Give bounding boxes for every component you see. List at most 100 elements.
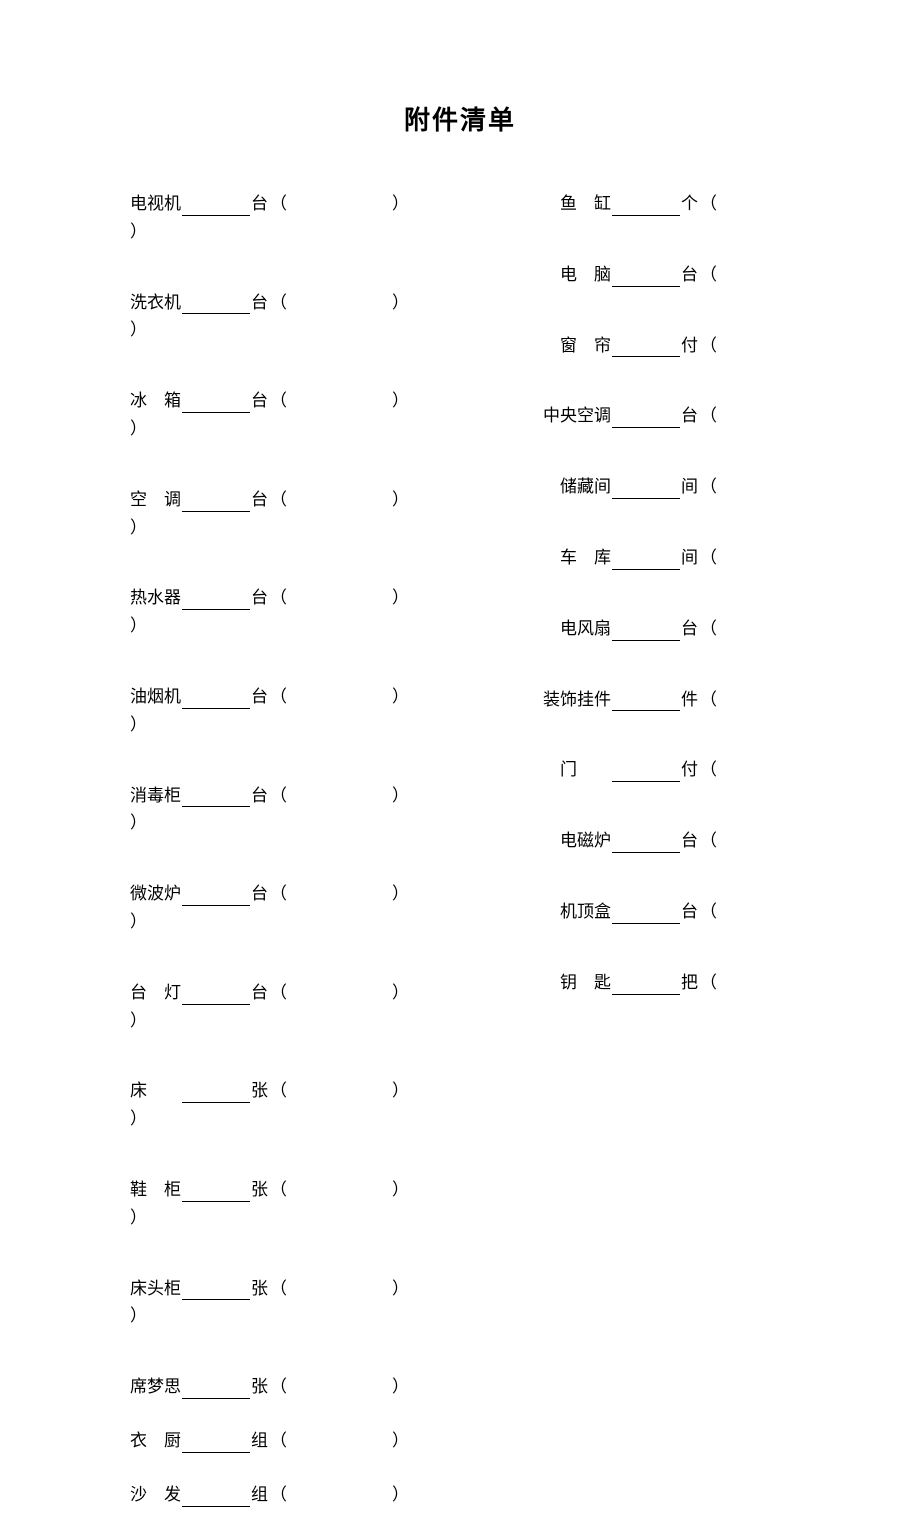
paren-close: ）: [392, 588, 409, 607]
paren-close: ）: [392, 1431, 409, 1450]
paren-open: （: [270, 687, 287, 706]
paren-open: （: [270, 588, 287, 607]
paren-close-wrap: ）: [130, 220, 430, 244]
paren-close: ）: [392, 1279, 409, 1298]
right-item-row: 车 库间（: [510, 546, 790, 570]
paren-close: ）: [392, 1377, 409, 1396]
right-item-row: 电磁炉台（: [510, 829, 790, 853]
blank-field[interactable]: [182, 1283, 250, 1300]
blank-field[interactable]: [612, 199, 680, 216]
blank-field[interactable]: [612, 624, 680, 641]
paren-open: （: [700, 336, 717, 355]
blank-field[interactable]: [182, 1382, 250, 1399]
left-item-row: 床头柜张（））: [130, 1277, 430, 1329]
blank-field[interactable]: [182, 199, 250, 216]
item-unit: 组: [251, 1485, 268, 1504]
blank-field[interactable]: [182, 1086, 250, 1103]
paren-close-wrap: ）: [130, 910, 430, 934]
blank-field[interactable]: [182, 1185, 250, 1202]
paren-close: ）: [392, 194, 409, 213]
blank-field[interactable]: [612, 765, 680, 782]
item-label: 沙 发: [130, 1483, 181, 1507]
item-label: 电磁炉: [560, 829, 611, 853]
right-item-row: 储藏间间（: [510, 475, 790, 499]
blank-field[interactable]: [182, 1436, 250, 1453]
right-item-row: 鱼 缸 个（: [510, 192, 790, 216]
item-unit: 台: [681, 902, 698, 921]
paren-close-wrap: ）: [130, 318, 430, 342]
item-label: 钥 匙: [560, 971, 611, 995]
right-item-row: 中央空调台（: [493, 404, 790, 428]
item-label: 床头柜: [130, 1277, 181, 1301]
item-unit: 台: [251, 687, 268, 706]
item-unit: 台: [251, 786, 268, 805]
blank-field[interactable]: [612, 411, 680, 428]
blank-field[interactable]: [612, 978, 680, 995]
paren-open: （: [700, 194, 717, 213]
item-unit: 台: [251, 588, 268, 607]
paren-open: （: [270, 490, 287, 509]
item-unit: 台: [251, 884, 268, 903]
paren-close-wrap: ）: [130, 417, 430, 441]
blank-field[interactable]: [612, 482, 680, 499]
item-label: 微波炉: [130, 882, 181, 906]
item-label: 衣 厨: [130, 1429, 181, 1453]
item-unit: 间: [681, 477, 698, 496]
blank-field[interactable]: [182, 297, 250, 314]
right-item-row: 电 脑台（: [510, 263, 790, 287]
paren-close: ）: [392, 1485, 409, 1504]
paren-open: （: [270, 983, 287, 1002]
item-unit: 台: [251, 490, 268, 509]
blank-field[interactable]: [182, 1490, 250, 1507]
blank-field[interactable]: [182, 396, 250, 413]
paren-close-wrap: ）: [130, 811, 430, 835]
blank-field[interactable]: [182, 988, 250, 1005]
blank-field[interactable]: [182, 593, 250, 610]
paren-close-wrap: ）: [130, 516, 430, 540]
item-label: 窗 帘: [560, 334, 611, 358]
paren-close-wrap: ）: [130, 713, 430, 737]
item-label: 洗衣机: [130, 291, 181, 315]
blank-field[interactable]: [182, 692, 250, 709]
item-label: 电 脑: [560, 263, 611, 287]
blank-field[interactable]: [182, 889, 250, 906]
item-label: 中央空调: [543, 404, 611, 428]
blank-field[interactable]: [612, 694, 680, 711]
paren-open: （: [270, 884, 287, 903]
left-item-row: 空 调台（））: [130, 488, 430, 540]
paren-open: （: [700, 973, 717, 992]
paren-open: （: [700, 477, 717, 496]
item-unit: 张: [251, 1279, 268, 1298]
left-item-row: 席梦思张（）: [130, 1375, 430, 1399]
item-label: 装饰挂件: [543, 688, 611, 712]
item-label: 冰 箱: [130, 389, 181, 413]
blank-field[interactable]: [612, 907, 680, 924]
paren-open: （: [270, 1485, 287, 1504]
paren-close: ）: [392, 983, 409, 1002]
document-title: 附件清单: [130, 100, 790, 137]
paren-open: （: [270, 1377, 287, 1396]
right-item-row: 装饰挂件件（: [493, 688, 790, 712]
paren-open: （: [270, 293, 287, 312]
item-unit: 台: [681, 265, 698, 284]
item-unit: 个: [681, 194, 698, 213]
item-unit: 组: [251, 1431, 268, 1450]
paren-open: （: [270, 1081, 287, 1100]
right-column: 鱼 缸个（电 脑台（窗 帘付（中央空调台（储藏间间（车 库间（电风扇台（装饰挂件…: [510, 192, 790, 1537]
paren-close: ）: [392, 884, 409, 903]
blank-field[interactable]: [612, 836, 680, 853]
item-label: 鱼 缸: [560, 192, 611, 216]
paren-close: ）: [392, 786, 409, 805]
item-unit: 张: [251, 1377, 268, 1396]
blank-field[interactable]: [612, 340, 680, 357]
paren-close-wrap: ）: [130, 1304, 430, 1328]
item-unit: 把: [681, 973, 698, 992]
left-item-row: 消毒柜台（））: [130, 784, 430, 836]
item-unit: 台: [251, 391, 268, 410]
content-container: 电视机台（））洗衣机台（））冰 箱台（））空 调台（））热水器台（））油烟机台（…: [130, 192, 790, 1537]
blank-field[interactable]: [612, 553, 680, 570]
blank-field[interactable]: [182, 495, 250, 512]
blank-field[interactable]: [182, 790, 250, 807]
blank-field[interactable]: [612, 270, 680, 287]
left-item-row: 台 灯台（））: [130, 981, 430, 1033]
